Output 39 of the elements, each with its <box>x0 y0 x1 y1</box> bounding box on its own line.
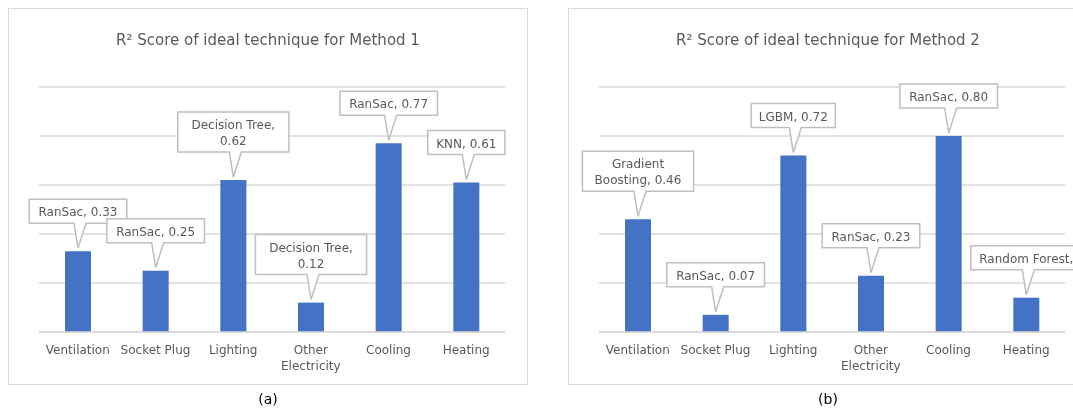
bar <box>298 302 324 332</box>
x-tick-label: Cooling <box>366 343 411 357</box>
data-label: Decision Tree, 0.62 <box>191 118 276 149</box>
x-tick-label: Ventilation <box>605 343 670 357</box>
x-tick-label: Heating <box>442 343 490 357</box>
data-label: Gradient Boosting, 0.46 <box>594 157 682 188</box>
data-label: KNN, 0.61 <box>436 136 497 151</box>
bar <box>858 275 884 332</box>
bar <box>220 180 247 332</box>
x-tick-label: Ventilation <box>45 343 110 357</box>
bar <box>780 155 807 332</box>
bar <box>142 270 169 332</box>
text: (a) <box>257 391 279 407</box>
data-label: LGBM, 0.72 <box>758 109 828 124</box>
data-label: RanSac, 0.77 <box>349 97 429 112</box>
x-tick-label: Other Electricity <box>841 343 901 373</box>
bar <box>935 136 962 332</box>
x-tick-label: Lighting <box>768 343 818 357</box>
data-label: Random Forest, <box>979 251 1073 266</box>
bar <box>625 219 651 332</box>
data-label: RanSac, 0.23 <box>831 229 911 244</box>
data-label: RanSac, 0.25 <box>116 224 196 239</box>
data-label: Decision Tree, 0.12 <box>269 240 353 271</box>
x-tick-label: Other Electricity <box>281 343 341 373</box>
bar <box>702 314 729 332</box>
x-tick-label: Lighting <box>208 343 258 357</box>
chart-title: R² Score of ideal technique for Method 1 <box>115 30 421 51</box>
data-label: RanSac, 0.07 <box>676 268 756 283</box>
x-tick-label: Heating <box>1002 343 1050 357</box>
x-tick-label: Socket Plug <box>120 343 191 357</box>
bar <box>1013 297 1040 332</box>
bar <box>65 251 91 332</box>
data-label: RanSac, 0.80 <box>909 90 989 104</box>
text: (b) <box>817 391 839 407</box>
data-label: RanSac, 0.33 <box>38 205 118 220</box>
x-tick-label: Socket Plug <box>680 343 751 357</box>
chart-title: R² Score of ideal technique for Method 2 <box>675 30 981 51</box>
bar <box>375 143 402 332</box>
x-tick-label: Cooling <box>926 343 971 357</box>
